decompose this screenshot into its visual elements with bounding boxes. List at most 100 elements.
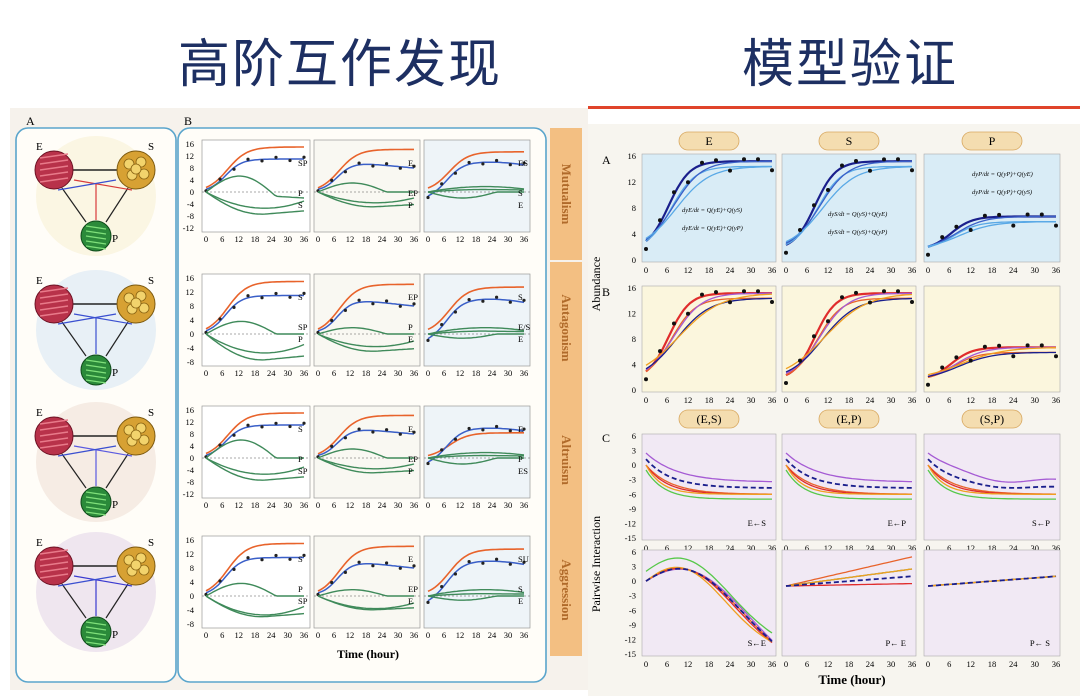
x-tick-label: 18 bbox=[472, 234, 481, 244]
data-point bbox=[481, 299, 485, 303]
edge-e-p bbox=[61, 187, 87, 223]
pairwise-curve-3 bbox=[427, 589, 525, 597]
data-point bbox=[1039, 343, 1044, 348]
x-tick-label: 0 bbox=[644, 543, 648, 553]
title-divider bbox=[588, 106, 1080, 109]
fit-curve bbox=[927, 215, 1056, 247]
y-tick-label: 8 bbox=[190, 563, 194, 573]
interaction-type-label: Mutualism bbox=[559, 164, 574, 225]
data-point bbox=[910, 168, 914, 173]
data-point bbox=[896, 157, 900, 162]
curve-label: E bbox=[408, 554, 413, 564]
higher-order-edge-1 bbox=[73, 575, 133, 587]
cell-texture bbox=[39, 299, 69, 305]
data-point bbox=[385, 561, 389, 565]
x-tick-label: 18 bbox=[988, 543, 997, 553]
data-point bbox=[371, 564, 375, 568]
x-tick-label: 36 bbox=[410, 500, 419, 510]
x-tick-label: 12 bbox=[456, 234, 465, 244]
data-point bbox=[330, 318, 334, 323]
y-tick-label: 12 bbox=[186, 287, 195, 297]
data-point bbox=[495, 158, 499, 163]
cell-texture bbox=[85, 491, 107, 496]
yeast-cell bbox=[130, 429, 142, 441]
cell-texture bbox=[39, 287, 69, 293]
pairwise-curve-2 bbox=[205, 457, 305, 481]
x-tick-label: 24 bbox=[866, 543, 875, 553]
y-tick-label: -12 bbox=[183, 223, 194, 233]
data-point bbox=[770, 168, 774, 173]
pairwise-curve-1 bbox=[205, 582, 304, 597]
x-tick-label: 30 bbox=[283, 368, 292, 378]
x-tick-label: 12 bbox=[966, 659, 975, 669]
pairwise-subplot-1-2: E←P 0 6 12 18 24 30 36 bbox=[781, 433, 917, 553]
model-curve bbox=[317, 163, 415, 191]
data-point bbox=[398, 166, 402, 170]
observed-curve bbox=[427, 286, 524, 331]
interaction-type-strip bbox=[550, 394, 582, 526]
cell-texture bbox=[39, 153, 69, 159]
y-tick-label: 3 bbox=[632, 446, 636, 456]
column-tag bbox=[961, 131, 1023, 151]
subplot-frame bbox=[923, 285, 1061, 393]
interaction-curve bbox=[785, 452, 912, 483]
cell-texture bbox=[85, 501, 107, 506]
x-tick-label: 18 bbox=[845, 265, 854, 275]
data-point bbox=[1025, 212, 1030, 217]
data-point bbox=[522, 161, 526, 165]
cell-texture bbox=[39, 305, 69, 311]
data-point bbox=[997, 212, 1002, 217]
cell-texture bbox=[85, 359, 107, 364]
curve-label: E/S bbox=[518, 322, 531, 332]
curve-label: P bbox=[298, 188, 303, 198]
data-point bbox=[398, 566, 402, 570]
observed-curve bbox=[317, 545, 414, 592]
data-point bbox=[412, 430, 416, 434]
y-tick-label: -12 bbox=[625, 518, 636, 528]
subplot-frame bbox=[923, 549, 1061, 657]
fit-curve bbox=[927, 351, 1056, 378]
mean-curve bbox=[645, 567, 773, 643]
data-point bbox=[274, 291, 278, 296]
x-tick-label: 24 bbox=[726, 265, 735, 275]
curve-label: SP bbox=[298, 322, 308, 332]
pairwise-curve-1 bbox=[317, 448, 414, 459]
x-tick-label: 30 bbox=[887, 543, 896, 553]
subplot-frame bbox=[201, 405, 311, 499]
subplot-1-2: E EP P 0 6 12 18 24 30 36 bbox=[313, 139, 421, 244]
data-point bbox=[398, 432, 402, 436]
fit-curve bbox=[785, 166, 913, 243]
x-tick-label: 6 bbox=[805, 659, 809, 669]
x-tick-label: 0 bbox=[316, 500, 320, 510]
interaction-type-label: Antagonism bbox=[559, 294, 574, 361]
x-tick-label: 30 bbox=[1030, 659, 1039, 669]
data-point bbox=[481, 428, 485, 432]
x-tick-label: 6 bbox=[332, 630, 336, 640]
data-point bbox=[910, 300, 914, 304]
x-tick-label: 24 bbox=[378, 500, 387, 510]
x-tick-label: 0 bbox=[784, 543, 788, 553]
data-point bbox=[343, 436, 347, 440]
interaction-direction-label: S←E bbox=[748, 638, 766, 648]
fit-curve bbox=[645, 292, 772, 371]
data-point bbox=[343, 570, 347, 574]
pairwise-curve-2 bbox=[205, 191, 305, 215]
data-point bbox=[467, 298, 471, 302]
y-tick-label: -15 bbox=[625, 533, 636, 543]
data-point bbox=[812, 203, 816, 208]
y-tick-label: 16 bbox=[186, 535, 195, 545]
y-tick-label: 0 bbox=[190, 591, 194, 601]
x-tick-label: 24 bbox=[267, 234, 276, 244]
x-tick-label: 24 bbox=[1009, 543, 1018, 553]
model-curve bbox=[205, 158, 304, 191]
cell-texture bbox=[39, 165, 69, 171]
x-tick-label: 6 bbox=[805, 265, 809, 275]
panel-c-label: C bbox=[602, 431, 610, 445]
abundance-subplot-b-3: 0 6 12 18 24 30 36 bbox=[923, 285, 1061, 405]
y-tick-label: -8 bbox=[187, 619, 194, 629]
x-tick-label: 24 bbox=[488, 234, 497, 244]
y-tick-label: 8 bbox=[190, 163, 194, 173]
x-tick-label: 18 bbox=[251, 234, 260, 244]
x-tick-label: 24 bbox=[866, 265, 875, 275]
